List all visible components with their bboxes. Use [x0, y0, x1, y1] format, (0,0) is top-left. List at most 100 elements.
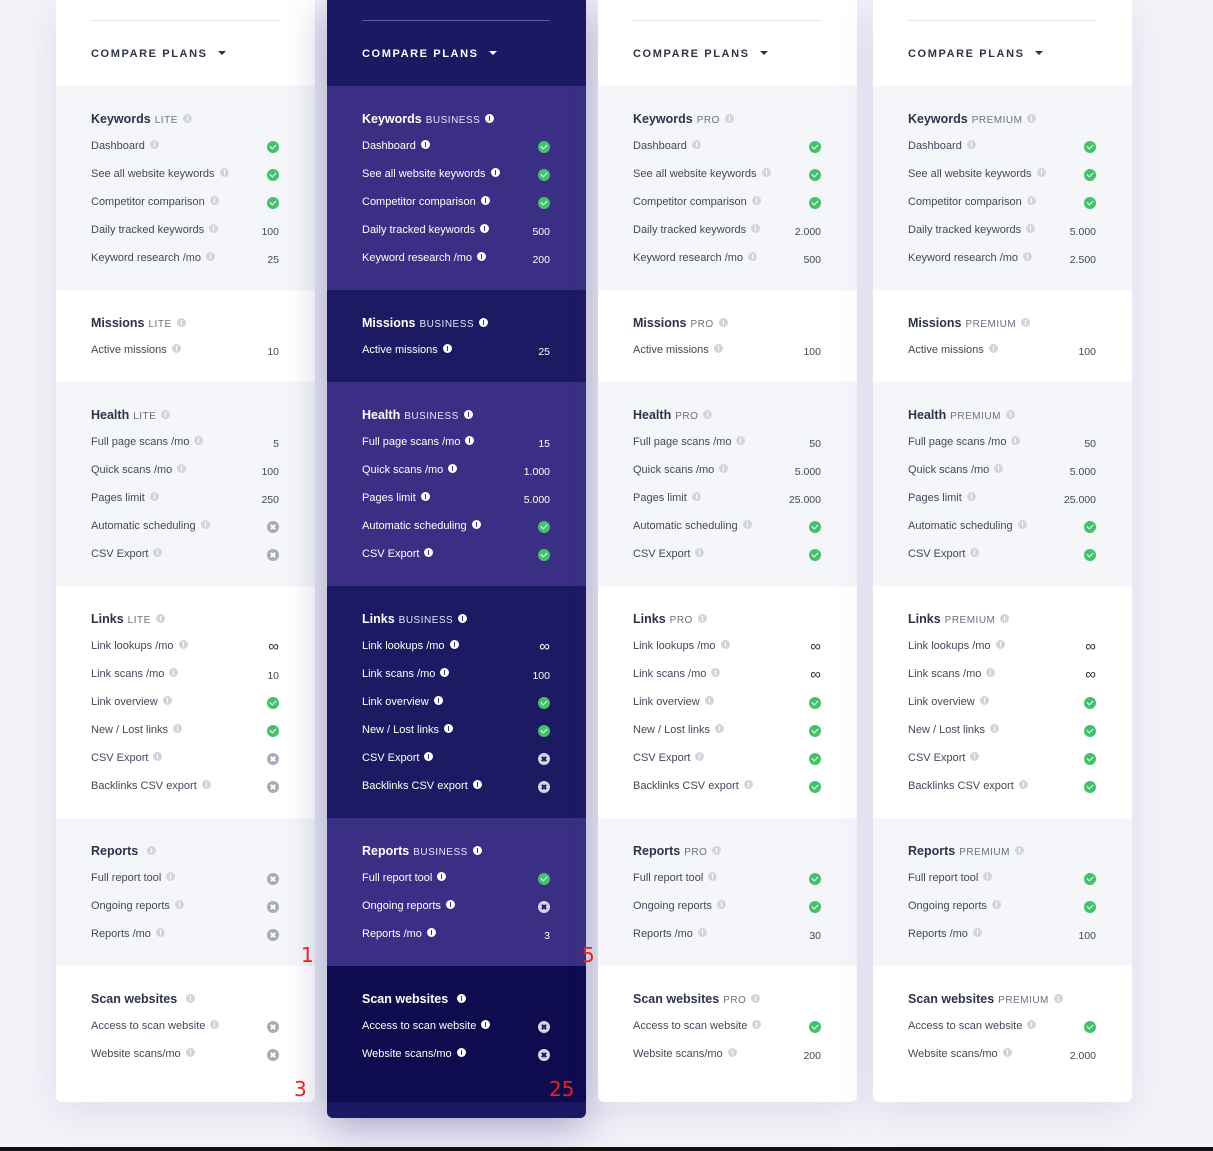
info-icon[interactable] — [720, 640, 730, 649]
info-icon[interactable] — [691, 492, 701, 501]
info-icon[interactable] — [185, 1048, 195, 1057]
info-icon[interactable] — [991, 900, 1001, 909]
info-icon[interactable] — [986, 668, 996, 677]
info-icon[interactable] — [695, 752, 705, 761]
info-icon[interactable] — [748, 252, 758, 261]
info-icon[interactable] — [736, 436, 746, 445]
info-icon[interactable] — [697, 928, 707, 937]
info-icon[interactable] — [209, 196, 219, 205]
compare-plans-toggle[interactable]: COMPARE PLANS — [362, 48, 497, 60]
info-icon[interactable] — [751, 196, 761, 205]
info-icon[interactable] — [966, 140, 976, 149]
info-icon[interactable] — [697, 614, 707, 623]
info-icon[interactable] — [743, 780, 753, 789]
info-icon[interactable] — [424, 752, 434, 761]
info-icon[interactable] — [691, 140, 701, 149]
info-icon[interactable] — [1026, 196, 1036, 205]
info-icon[interactable] — [171, 344, 181, 353]
info-icon[interactable] — [426, 928, 436, 937]
info-icon[interactable] — [761, 168, 771, 177]
info-icon[interactable] — [1018, 780, 1028, 789]
info-icon[interactable] — [703, 410, 713, 419]
info-icon[interactable] — [972, 928, 982, 937]
info-icon[interactable] — [1000, 614, 1010, 623]
info-icon[interactable] — [182, 114, 192, 123]
info-icon[interactable] — [718, 318, 728, 327]
info-icon[interactable] — [465, 436, 475, 445]
info-icon[interactable] — [440, 668, 450, 677]
info-icon[interactable] — [713, 344, 723, 353]
info-icon[interactable] — [420, 140, 430, 149]
info-icon[interactable] — [463, 410, 473, 419]
info-icon[interactable] — [1014, 846, 1024, 855]
info-icon[interactable] — [719, 464, 729, 473]
info-icon[interactable] — [166, 872, 176, 881]
info-icon[interactable] — [1021, 318, 1031, 327]
info-icon[interactable] — [147, 846, 157, 855]
info-icon[interactable] — [437, 872, 447, 881]
info-icon[interactable] — [219, 168, 229, 177]
info-icon[interactable] — [194, 436, 204, 445]
info-icon[interactable] — [209, 224, 219, 233]
info-icon[interactable] — [481, 1020, 491, 1029]
info-icon[interactable] — [442, 344, 452, 353]
info-icon[interactable] — [1053, 994, 1063, 1003]
info-icon[interactable] — [751, 224, 761, 233]
info-icon[interactable] — [480, 196, 490, 205]
info-icon[interactable] — [210, 1020, 220, 1029]
info-icon[interactable] — [178, 640, 188, 649]
compare-plans-toggle[interactable]: COMPARE PLANS — [91, 48, 226, 60]
info-icon[interactable] — [206, 252, 216, 261]
info-icon[interactable] — [751, 994, 761, 1003]
info-icon[interactable] — [177, 464, 187, 473]
info-icon[interactable] — [471, 520, 481, 529]
info-icon[interactable] — [458, 614, 468, 623]
info-icon[interactable] — [708, 872, 718, 881]
info-icon[interactable] — [153, 752, 163, 761]
info-icon[interactable] — [201, 780, 211, 789]
info-icon[interactable] — [155, 928, 165, 937]
info-icon[interactable] — [169, 668, 179, 677]
info-icon[interactable] — [988, 344, 998, 353]
info-icon[interactable] — [704, 696, 714, 705]
info-icon[interactable] — [161, 410, 171, 419]
info-icon[interactable] — [444, 724, 454, 733]
info-icon[interactable] — [200, 520, 210, 529]
compare-plans-toggle[interactable]: COMPARE PLANS — [633, 48, 768, 60]
info-icon[interactable] — [994, 464, 1004, 473]
info-icon[interactable] — [479, 318, 489, 327]
info-icon[interactable] — [970, 548, 980, 557]
info-icon[interactable] — [990, 724, 1000, 733]
info-icon[interactable] — [1005, 410, 1015, 419]
info-icon[interactable] — [715, 724, 725, 733]
info-icon[interactable] — [1002, 1048, 1012, 1057]
info-icon[interactable] — [424, 548, 434, 557]
info-icon[interactable] — [448, 464, 458, 473]
info-icon[interactable] — [742, 520, 752, 529]
info-icon[interactable] — [1036, 168, 1046, 177]
info-icon[interactable] — [149, 140, 159, 149]
info-icon[interactable] — [716, 900, 726, 909]
info-icon[interactable] — [162, 696, 172, 705]
info-icon[interactable] — [149, 492, 159, 501]
info-icon[interactable] — [153, 548, 163, 557]
compare-plans-toggle[interactable]: COMPARE PLANS — [908, 48, 1043, 60]
info-icon[interactable] — [173, 724, 183, 733]
info-icon[interactable] — [724, 114, 734, 123]
info-icon[interactable] — [186, 994, 196, 1003]
info-icon[interactable] — [155, 614, 165, 623]
info-icon[interactable] — [727, 1048, 737, 1057]
info-icon[interactable] — [449, 640, 459, 649]
info-icon[interactable] — [1017, 520, 1027, 529]
info-icon[interactable] — [1011, 436, 1021, 445]
info-icon[interactable] — [485, 114, 495, 123]
info-icon[interactable] — [420, 492, 430, 501]
info-icon[interactable] — [472, 846, 482, 855]
info-icon[interactable] — [477, 252, 487, 261]
info-icon[interactable] — [457, 994, 467, 1003]
info-icon[interactable] — [1023, 252, 1033, 261]
info-icon[interactable] — [711, 668, 721, 677]
info-icon[interactable] — [445, 900, 455, 909]
info-icon[interactable] — [1027, 114, 1037, 123]
info-icon[interactable] — [995, 640, 1005, 649]
